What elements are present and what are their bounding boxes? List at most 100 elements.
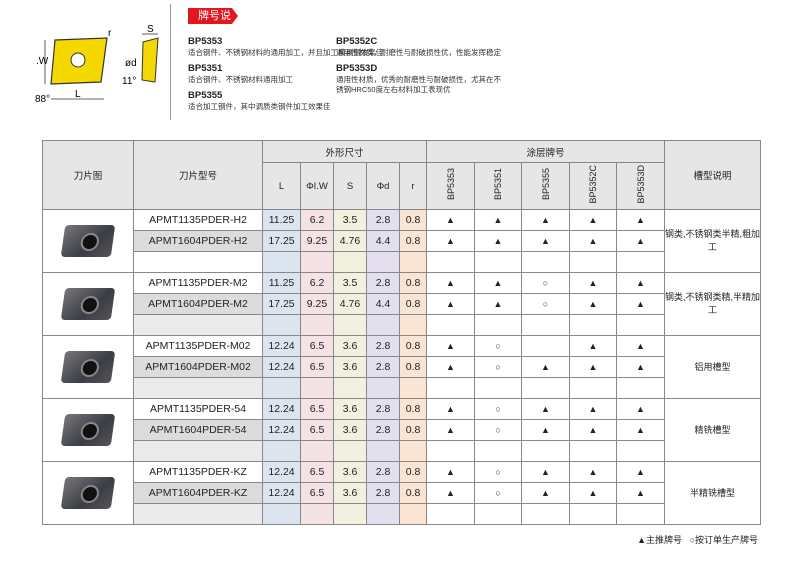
- table-row: APMT1135PDER-54 12.24 6.5 3.6 2.8 0.8 ▲ ○ ▲ ▲ ▲ 精铣槽…: [42, 398, 761, 462]
- dim-cell: 3.5: [333, 272, 367, 294]
- dim-cell: 6.5: [300, 335, 334, 357]
- grade-mark: [521, 440, 570, 462]
- table-row: APMT1135PDER-H2 11.25 6.2 3.5 2.8 0.8 ▲ ▲ ▲ ▲ ▲ 钢类,…: [42, 209, 761, 273]
- dim-cell: 6.5: [300, 356, 334, 378]
- grade-mark: [521, 335, 570, 357]
- table-row: [43, 440, 761, 462]
- dim-cell: 12.24: [262, 419, 301, 441]
- grade-mark: ▲: [426, 482, 475, 504]
- header-dim: S: [333, 162, 367, 210]
- dim-cell: [399, 377, 427, 399]
- grade-label: BP5355: [540, 168, 551, 201]
- dim-cell: 6.5: [300, 482, 334, 504]
- phid-label: ød: [125, 58, 137, 69]
- grade-mark: ▲: [616, 419, 665, 441]
- model-cell: APMT1135PDER-M02: [133, 335, 263, 357]
- grade-mark: ▲: [616, 335, 665, 357]
- grade-mark: ▲: [426, 293, 475, 315]
- grade-mark: ○: [474, 461, 522, 483]
- grade-mark: [521, 503, 570, 525]
- header-dims: 外形尺寸: [262, 140, 427, 163]
- grade-label: BP5352C: [588, 165, 598, 204]
- grade-desc: 适合加工钢件，其中调质类钢件加工效果佳: [188, 102, 331, 111]
- grade-mark: ▲: [521, 461, 570, 483]
- grade-name: BP5353D: [336, 63, 378, 74]
- dim-cell: 0.8: [399, 398, 427, 420]
- dim-cell: 0.8: [399, 482, 427, 504]
- grade-mark: [474, 377, 522, 399]
- dim-cell: [399, 440, 427, 462]
- model-cell: [133, 377, 263, 399]
- dim-cell: [366, 377, 400, 399]
- dim-cell: 3.6: [333, 482, 367, 504]
- grade-mark: ▲: [426, 461, 475, 483]
- model-cell: APMT1604PDER-M02: [133, 356, 263, 378]
- table-row: APMT1135PDER-M2 11.25 6.2 3.5 2.8 0.8 ▲ ▲ ○ ▲ ▲ 钢类,…: [42, 272, 761, 336]
- grade-mark: ▲: [426, 230, 475, 252]
- dim-cell: 3.6: [333, 461, 367, 483]
- dim-cell: 2.8: [366, 461, 400, 483]
- grade-mark: ▲: [616, 398, 665, 420]
- grade-mark: ▲: [474, 230, 522, 252]
- grade-mark: [426, 440, 475, 462]
- grade-name: BP5353: [188, 36, 223, 47]
- legend-main: ▲主推牌号: [637, 535, 683, 545]
- header-coating: 涂层牌号: [426, 140, 665, 163]
- dim-cell: 17.25: [262, 230, 301, 252]
- grade-desc: 通用性材质，优秀的耐磨性与耐破损性，尤其在不锈钢HRC50度左右材料加工表现优: [336, 75, 501, 94]
- grade-mark: ▲: [474, 209, 522, 231]
- table-row: [43, 251, 761, 273]
- dim-cell: 2.8: [366, 398, 400, 420]
- dim-cell: [300, 314, 334, 336]
- dim-cell: [399, 314, 427, 336]
- table-row: APMT1604PDER-M02 12.24 6.5 3.6 2.8 0.8 ▲ ○ ▲ ▲ ▲: [43, 356, 761, 378]
- grade-mark: [569, 440, 617, 462]
- grade-mark: ▲: [569, 209, 617, 231]
- grade-mark: ▲: [616, 356, 665, 378]
- table-row: [43, 503, 761, 525]
- dim-cell: [262, 314, 301, 336]
- grade-mark: ○: [521, 272, 570, 294]
- dim-cell: 0.8: [399, 293, 427, 315]
- grade-mark: ▲: [569, 461, 617, 483]
- dim-cell: [333, 377, 367, 399]
- grade-mark: ○: [474, 335, 522, 357]
- divider: [170, 4, 171, 120]
- grade-mark: ▲: [616, 461, 665, 483]
- dim-cell: [366, 314, 400, 336]
- dim-cell: 4.4: [366, 230, 400, 252]
- groove-desc: 钢类,不锈钢类半精,粗加工: [664, 209, 761, 273]
- header-groove: 槽型说明: [664, 140, 761, 210]
- grade-mark: ○: [474, 398, 522, 420]
- dim-cell: [399, 503, 427, 525]
- dim-cell: 3.6: [333, 419, 367, 441]
- dim-cell: 12.24: [262, 356, 301, 378]
- section-title: 牌号说明: [188, 8, 238, 24]
- grade-mark: [521, 314, 570, 336]
- grade-mark: ▲: [474, 272, 522, 294]
- insert-photo: [60, 414, 116, 446]
- legend: ▲主推牌号 ○按订单生产牌号: [637, 533, 758, 546]
- header-grade: BP5353: [426, 162, 475, 210]
- dim-cell: 6.5: [300, 419, 334, 441]
- grade-desc: 通用性材质，耐磨性与耐破损性优，性能发挥稳定: [336, 48, 501, 57]
- grade-mark: ▲: [521, 419, 570, 441]
- dim-cell: 2.8: [366, 209, 400, 231]
- header-dim: L: [262, 162, 301, 210]
- dim-cell: 12.24: [262, 335, 301, 357]
- insert-image: [42, 272, 134, 336]
- header-model: 刀片型号: [133, 140, 263, 210]
- dim-cell: 9.25: [300, 230, 334, 252]
- insert-photo: [60, 477, 116, 509]
- dim-cell: 0.8: [399, 272, 427, 294]
- grade-mark: ▲: [616, 230, 665, 252]
- grade-mark: [569, 377, 617, 399]
- grade-mark: ▲: [569, 230, 617, 252]
- header-grade: BP5355: [521, 162, 570, 210]
- grade-mark: [426, 314, 475, 336]
- grade-mark: [616, 440, 665, 462]
- insert-table: 刀片图 刀片型号 外形尺寸 涂层牌号 槽型说明 L ΦI.W S Φd r BP5353 B…: [42, 140, 761, 525]
- table-row: APMT1604PDER-54 12.24 6.5 3.6 2.8 0.8 ▲ ○ ▲ ▲ ▲: [43, 419, 761, 441]
- grade-mark: ▲: [521, 356, 570, 378]
- grade-mark: ▲: [521, 209, 570, 231]
